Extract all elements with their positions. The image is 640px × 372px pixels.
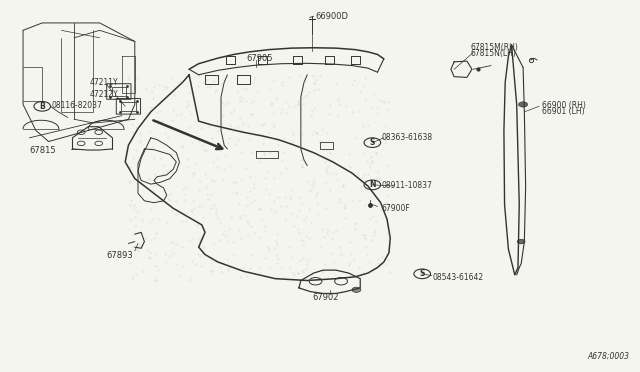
Text: 47212Y: 47212Y (90, 90, 119, 99)
Circle shape (352, 287, 361, 292)
Circle shape (518, 102, 527, 107)
Text: 67815: 67815 (29, 146, 56, 155)
Text: 67815N(LH): 67815N(LH) (470, 49, 516, 58)
Text: 67902: 67902 (312, 294, 339, 302)
Bar (121, 102, 136, 111)
Circle shape (517, 239, 525, 244)
Text: 08543-61642: 08543-61642 (433, 273, 484, 282)
Text: 67900F: 67900F (381, 205, 410, 214)
Text: 67893: 67893 (106, 251, 133, 260)
Text: 08911-10837: 08911-10837 (381, 181, 432, 190)
Text: A678;0003: A678;0003 (588, 352, 630, 361)
Text: 08363-61638: 08363-61638 (381, 133, 433, 142)
Text: 08116-82037: 08116-82037 (52, 101, 102, 110)
Text: 47211Y: 47211Y (90, 78, 119, 87)
Text: 66900 (RH): 66900 (RH) (542, 101, 586, 110)
Text: 67905: 67905 (246, 54, 273, 63)
Text: S: S (370, 138, 375, 147)
Text: S: S (419, 269, 425, 278)
Text: B: B (39, 102, 45, 111)
Text: 66900D: 66900D (316, 12, 349, 21)
Bar (111, 87, 126, 96)
Text: N: N (369, 180, 376, 189)
Text: 67815M(RH): 67815M(RH) (470, 43, 518, 52)
Text: 66901 (LH): 66901 (LH) (542, 107, 585, 116)
